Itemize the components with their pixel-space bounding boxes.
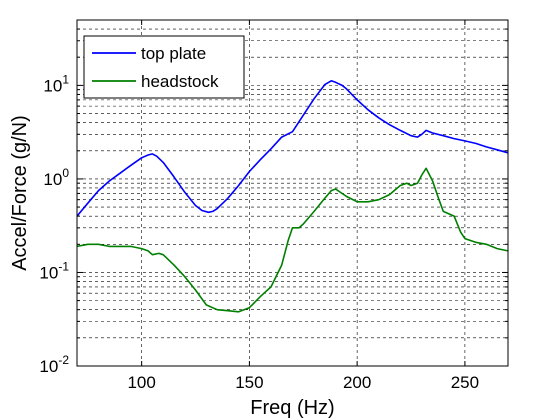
legend-label-headstock: headstock — [141, 72, 219, 91]
x-tick-label: 100 — [127, 373, 155, 392]
y-tick-label: 100 — [43, 166, 69, 189]
x-axis-label: Freq (Hz) — [250, 397, 334, 419]
y-tick-label: 10-2 — [39, 353, 69, 376]
y-axis-label: Accel/Force (g/N) — [9, 115, 31, 271]
series-line-headstock — [76, 167, 509, 313]
x-tick-label: 150 — [235, 373, 263, 392]
x-tick-label: 200 — [343, 373, 371, 392]
legend-label-top-plate: top plate — [141, 44, 206, 63]
series-line-top-plate — [76, 80, 509, 217]
legend-box — [83, 35, 245, 99]
plot-series — [76, 80, 509, 313]
y-tick-label: 101 — [43, 72, 69, 95]
ticks: 100 150 200 250 10-2 10-1 100 101 — [39, 20, 508, 392]
y-tick-label: 10-1 — [39, 259, 69, 282]
x-tick-label: 250 — [451, 373, 479, 392]
legend: top plate headstock — [83, 35, 245, 99]
